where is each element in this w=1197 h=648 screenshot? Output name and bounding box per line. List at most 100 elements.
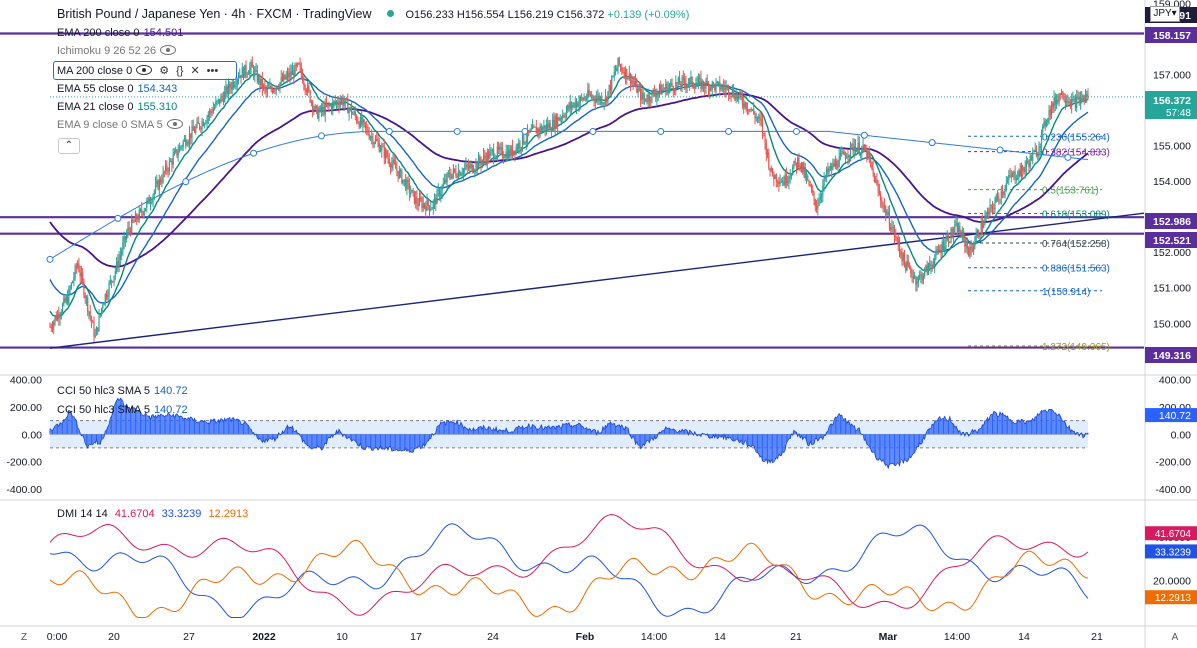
candle-body xyxy=(158,179,160,190)
candle-body xyxy=(929,263,931,267)
candle-body xyxy=(822,185,824,195)
candle-body xyxy=(1020,165,1022,177)
candle-body xyxy=(619,64,622,67)
eye-hidden-icon[interactable] xyxy=(166,119,183,129)
candle-body xyxy=(912,276,914,279)
candle-body xyxy=(1005,183,1007,190)
close-value: C156.372 xyxy=(556,9,605,21)
candle-body xyxy=(51,327,54,329)
gear-icon[interactable]: ⚙ xyxy=(159,65,170,77)
candle-body xyxy=(1083,95,1085,100)
candle-body xyxy=(323,106,325,115)
candle-body xyxy=(290,71,292,75)
candle-body xyxy=(156,180,158,184)
candle-body xyxy=(98,315,100,331)
candle-body xyxy=(945,239,947,247)
source-code-icon[interactable]: {} xyxy=(176,65,184,77)
candle-body xyxy=(798,157,800,166)
legend-ema200[interactable]: EMA 200 close 0 154.501 xyxy=(57,27,183,39)
candle-body xyxy=(882,205,884,207)
candle-body xyxy=(998,196,1000,200)
candle-body xyxy=(1035,149,1038,157)
candle-body xyxy=(88,311,90,313)
candle-body xyxy=(678,77,681,85)
candle-body xyxy=(193,130,196,133)
candle-body xyxy=(389,164,392,168)
candle-body xyxy=(1049,109,1051,115)
currency-selector[interactable]: JPY▾ xyxy=(1150,6,1180,22)
candle-body xyxy=(197,121,199,124)
open-value: O156.233 xyxy=(405,9,454,21)
candle-body xyxy=(428,205,431,211)
candle-body xyxy=(549,123,551,131)
candle-body xyxy=(861,148,863,155)
candle-body xyxy=(74,266,76,278)
candle-body xyxy=(1061,91,1063,96)
candle-body xyxy=(1000,191,1002,200)
legend-cci-2[interactable]: CCI 50 hlc3 SMA 5 140.72 xyxy=(57,404,188,416)
candle-body xyxy=(317,107,319,119)
candle-body xyxy=(783,181,785,186)
dmi-plus-line xyxy=(49,514,1089,616)
candle-body xyxy=(635,81,637,85)
candle-body xyxy=(162,171,164,182)
legend-ema9[interactable]: EMA 9 close 0 SMA 5 xyxy=(57,119,183,131)
candle-body xyxy=(735,94,737,101)
legend-cci-1[interactable]: CCI 50 hlc3 SMA 5 140.72 xyxy=(57,385,188,397)
candle-body xyxy=(656,94,658,98)
legend-ema200-label: EMA 200 close 0 xyxy=(57,27,140,39)
candle-body xyxy=(136,214,138,220)
candle-body xyxy=(80,273,83,277)
legend-ema55[interactable]: EMA 55 close 0 154.343 xyxy=(57,83,177,95)
eye-hidden-icon[interactable] xyxy=(160,45,177,55)
candle-body xyxy=(538,128,540,133)
candle-body xyxy=(251,61,253,68)
close-icon[interactable]: ✕ xyxy=(190,65,200,77)
candle-body xyxy=(176,149,178,156)
candle-body xyxy=(662,88,664,90)
candle-body xyxy=(475,162,477,171)
candle-body xyxy=(770,168,772,171)
candle-body xyxy=(951,228,953,236)
candle-body xyxy=(273,90,275,93)
candle-body xyxy=(252,67,255,77)
candle-body xyxy=(240,75,242,78)
legend-ma200[interactable]: MA 200 close 0 ⚙ {} ✕ ••• xyxy=(57,64,218,77)
candle-body xyxy=(536,128,539,134)
legend-ichimoku[interactable]: Ichimoku 9 26 52 26 xyxy=(57,45,177,57)
candle-body xyxy=(235,84,237,86)
candle-body xyxy=(312,101,314,110)
candle-body xyxy=(575,102,578,108)
candle-body xyxy=(460,174,462,176)
candle-body xyxy=(831,165,833,170)
time-tick-label: 27 xyxy=(183,631,195,643)
candle-body xyxy=(557,117,559,127)
dmi-adx-tag-label: 12.2913 xyxy=(1155,593,1192,604)
candle-body xyxy=(328,104,330,106)
candle-body xyxy=(299,63,301,67)
candle-body xyxy=(675,82,677,92)
candle-body xyxy=(784,174,786,186)
candle-body xyxy=(489,151,491,159)
eye-icon[interactable] xyxy=(136,65,153,75)
legend-ma200-box[interactable] xyxy=(53,61,237,80)
candle-body xyxy=(528,130,530,133)
collapse-legend-button[interactable]: ⌃ xyxy=(58,138,80,154)
candle-body xyxy=(964,236,966,247)
more-icon[interactable]: ••• xyxy=(206,65,219,77)
candle-body xyxy=(885,206,887,215)
legend-dmi[interactable]: DMI 14 14 41.6704 33.3239 12.2913 xyxy=(57,508,248,520)
candle-body xyxy=(726,86,728,88)
candle-body xyxy=(873,172,875,183)
candle-body xyxy=(974,242,976,247)
candle-body xyxy=(99,313,101,316)
legend-cci-value: 140.72 xyxy=(153,404,188,416)
ma200-marker xyxy=(725,127,733,135)
candle-body xyxy=(304,85,306,91)
candle-body xyxy=(795,162,798,168)
candle-body xyxy=(696,83,698,85)
legend-ema21[interactable]: EMA 21 close 0 155.310 xyxy=(57,101,177,113)
price-tick-label: 152.000 xyxy=(1153,247,1191,259)
price-tag-label: 152.986 xyxy=(1153,216,1191,228)
